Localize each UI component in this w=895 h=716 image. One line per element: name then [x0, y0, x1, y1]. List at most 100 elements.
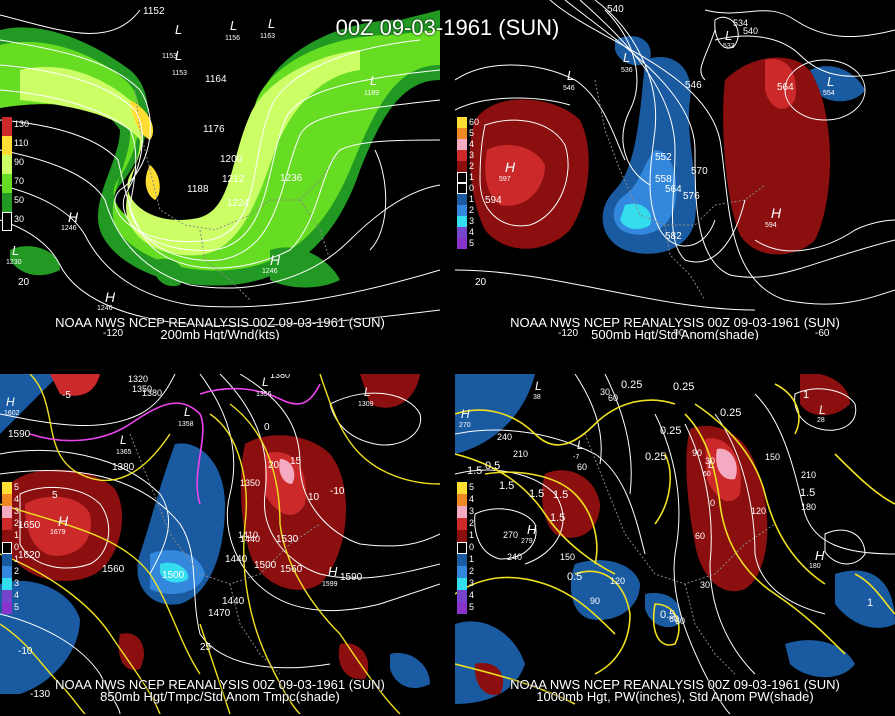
pressure-center-type: H	[68, 209, 79, 225]
contour-label: 1236	[280, 173, 303, 184]
legend-label: 1	[469, 554, 475, 564]
legend-label: 5	[469, 238, 475, 248]
pressure-center-value: 1356	[256, 391, 272, 398]
anom-blue-center	[570, 560, 640, 620]
pressure-center-value: 1246	[97, 305, 113, 312]
contour-label: 1224	[227, 198, 250, 209]
pressure-center-type: H	[527, 522, 537, 537]
caption-title: NOAA NWS NCEP REANALYSIS 00Z 09-03-1961 …	[510, 677, 840, 692]
legend-label: 4	[14, 590, 20, 600]
temp-label: 20	[268, 460, 280, 471]
pressure-center-value: 1230	[6, 259, 22, 266]
contour-label: 558	[655, 174, 672, 185]
wind-shade-green2	[270, 247, 340, 288]
legend-label: 1	[469, 194, 475, 204]
legend-label: 4	[14, 494, 20, 504]
contour-label: 150	[765, 452, 780, 462]
pressure-center-value: 533	[723, 43, 735, 50]
contour-label: 1590	[340, 572, 363, 583]
legend-label: 50	[14, 195, 25, 205]
legend-label: 4	[469, 590, 475, 600]
contour-1212	[0, 149, 440, 289]
legend-label: 1	[14, 554, 20, 564]
temp-label: 15	[290, 456, 302, 467]
map-1000mb: 240 210 30 60 90 60 270 240 150 120 90 6…	[455, 374, 895, 714]
legend-label: 0	[469, 542, 475, 552]
contour-label: 90	[590, 596, 600, 606]
legend-label: 1	[14, 530, 20, 540]
pressure-center-type: L	[262, 375, 269, 389]
map-500mb: 540 534 540 546 564 552 558 570 564 576 …	[455, 0, 895, 339]
pressure-center-value: 1599	[322, 581, 338, 588]
legend-label: 5	[469, 602, 475, 612]
pressure-center-type: L	[623, 50, 630, 65]
pressure-center-type: L	[184, 405, 191, 419]
pw-label: 1.5	[800, 487, 815, 499]
anom-blue-sw	[455, 621, 525, 704]
pressure-center-type: H	[461, 407, 470, 421]
pressure-center-value: 1189	[364, 90, 379, 97]
contour-label: 1440	[225, 554, 248, 565]
legend-label: 70	[14, 176, 25, 186]
anom-red-s1	[118, 633, 144, 670]
contour-1224	[0, 184, 440, 308]
caption-subtitle: 1000mb Hgt, PW(inches), Std Anom PW(shad…	[536, 689, 814, 704]
pw-label: 1.5	[553, 489, 568, 501]
contour-1176	[0, 64, 440, 251]
pw-label: 0.5	[485, 460, 500, 472]
pw-label: 1	[867, 597, 873, 609]
wind-shade-110b	[145, 165, 160, 200]
contour-label: 594	[485, 195, 502, 206]
contour-1200	[0, 119, 440, 269]
coastline	[594, 79, 766, 301]
anom-positive-west-inner	[485, 145, 545, 206]
pressure-center-value: 1309	[358, 401, 374, 408]
contour-label: 1188	[187, 184, 209, 195]
anom-red-center	[542, 470, 600, 538]
pressure-center-type: H	[771, 205, 782, 221]
coastline	[129, 433, 321, 675]
legend-200mb: 130 110 90 70 50 30	[2, 117, 29, 231]
pressure-center-type: L	[708, 457, 715, 471]
contour-label: 1590	[8, 429, 31, 440]
map-850mb: 1320 1350 1380 1380 1590 1380 1350 1650 …	[0, 374, 440, 714]
wind-shade-70	[20, 50, 360, 256]
anom-red-west-inner	[25, 496, 91, 556]
contour-label: 30	[600, 387, 610, 397]
contour-label: 210	[801, 470, 816, 480]
contour-label: 576	[683, 191, 700, 202]
pw-label: 0.25	[673, 381, 694, 393]
legend-label: 5	[14, 482, 20, 492]
temp-label: 10	[308, 492, 320, 503]
anom-red-ne	[800, 374, 850, 416]
pw-label: 1	[803, 389, 809, 401]
grid-label: -130	[30, 689, 50, 700]
pressure-center-type: L	[12, 243, 19, 258]
pressure-center-value: 1365	[116, 449, 132, 456]
contour-label: 1560	[102, 564, 125, 575]
contour-label: 1500	[162, 570, 185, 581]
pressure-center-value: 28	[817, 417, 825, 424]
pressure-center-value: 38	[533, 394, 541, 401]
pressure-center-value: 554	[823, 90, 835, 97]
anom-blue-west	[0, 374, 60, 434]
pressure-center-type: H	[105, 289, 116, 305]
pressure-center-value: 270	[459, 422, 471, 429]
contour-label: 60	[669, 614, 679, 624]
contour-label: 582	[665, 231, 682, 242]
pressure-center-value: 1156	[225, 35, 240, 42]
pressure-center-type: L	[268, 16, 275, 31]
anom-positive-east-inner	[765, 59, 796, 109]
contour-1152	[0, 9, 141, 34]
anom-positive-east	[723, 57, 830, 255]
caption-subtitle: 850mb Hgt/Tmpc/Std Anom Tmpc(shade)	[100, 689, 340, 704]
grid-label: -90	[670, 328, 685, 339]
contour-label: 150	[560, 552, 575, 562]
pressure-center-value: -7	[573, 454, 579, 461]
contour-label: 1350	[240, 478, 260, 488]
legend-label: 90	[14, 157, 25, 167]
contour-label: 1380	[270, 374, 290, 380]
pressure-center-value: 546	[563, 85, 575, 92]
temp-label: 0	[264, 422, 270, 433]
contour-label: 90	[692, 448, 702, 458]
